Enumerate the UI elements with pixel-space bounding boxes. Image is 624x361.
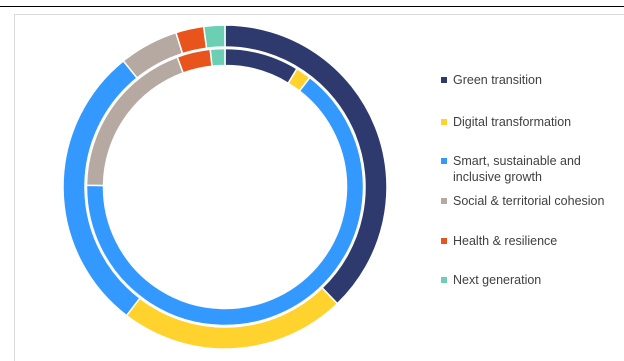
legend-label: Digital transformation: [453, 115, 572, 129]
legend-item-green-transition: Green transition: [441, 72, 618, 88]
legend-item-health-resilience: Health & resilience: [441, 233, 618, 249]
inner-slice-next-generation: [209, 47, 226, 68]
legend-label: Next generation: [453, 273, 542, 287]
legend-swatch: [441, 158, 447, 164]
inner-ring: [85, 47, 365, 327]
legend-item-digital-transformation: Digital transformation: [441, 114, 618, 130]
outer-slice-health-resilience: [174, 25, 208, 55]
legend-item-smart-growth: Smart, sustainable and inclusive growth: [441, 153, 618, 185]
legend-label: Smart, sustainable and inclusive growth: [453, 154, 581, 184]
legend-item-social-cohesion: Social & territorial cohesion: [441, 193, 618, 209]
legend-swatch: [441, 238, 447, 244]
legend-swatch: [441, 277, 447, 283]
outer-slice-next-generation: [202, 24, 226, 50]
legend-swatch: [441, 198, 447, 204]
legend-item-next-generation: Next generation: [441, 272, 618, 288]
legend-swatch: [441, 119, 447, 125]
legend-label: Social & territorial cohesion: [453, 194, 605, 208]
outer-ring: [62, 24, 388, 350]
top-rule: [0, 6, 624, 7]
legend-label: Health & resilience: [453, 234, 558, 248]
legend-label: Green transition: [453, 73, 542, 87]
legend-swatch: [441, 77, 447, 83]
